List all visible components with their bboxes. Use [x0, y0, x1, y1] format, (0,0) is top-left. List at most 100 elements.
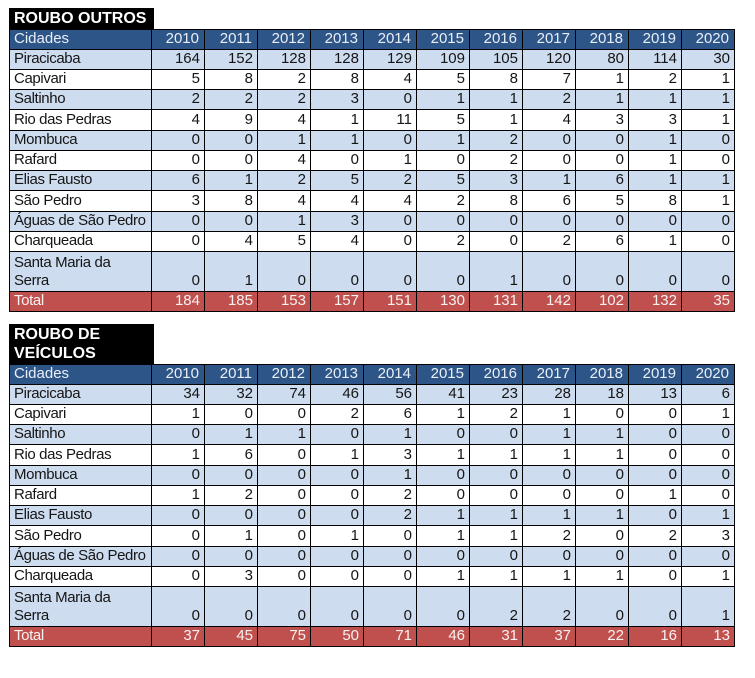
value-cell: 1 — [469, 566, 523, 587]
total-value-cell: 46 — [416, 626, 470, 647]
value-cell: 7 — [522, 69, 576, 90]
value-cell: 1 — [522, 170, 576, 191]
value-cell: 6 — [204, 444, 258, 466]
value-cell: 2 — [257, 69, 311, 90]
value-cell: 2 — [204, 485, 258, 506]
value-cell: 0 — [310, 150, 364, 171]
value-cell: 0 — [257, 465, 311, 486]
value-cell: 1 — [151, 485, 205, 506]
value-cell: 3 — [151, 190, 205, 212]
value-cell: 1 — [575, 505, 629, 526]
value-cell: 1 — [628, 170, 682, 191]
column-header-year-2015: 2015 — [416, 364, 470, 385]
value-cell: 1 — [522, 505, 576, 526]
value-cell: 0 — [310, 566, 364, 587]
value-cell: 105 — [469, 49, 523, 70]
value-cell: 0 — [257, 404, 311, 425]
value-cell: 13 — [628, 384, 682, 405]
value-cell: 0 — [628, 586, 682, 627]
total-value-cell: 151 — [363, 291, 417, 312]
total-value-cell: 131 — [469, 291, 523, 312]
value-cell: 1 — [522, 566, 576, 587]
value-cell: 0 — [681, 444, 735, 466]
value-cell: 1 — [416, 566, 470, 587]
value-cell: 1 — [310, 130, 364, 151]
column-header-year-2017: 2017 — [522, 29, 576, 50]
city-cell: Saltinho — [9, 424, 152, 445]
value-cell: 0 — [628, 465, 682, 486]
value-cell: 1 — [416, 89, 470, 110]
value-cell: 1 — [681, 404, 735, 425]
value-cell: 8 — [204, 69, 258, 90]
city-cell: São Pedro — [9, 190, 152, 212]
total-value-cell: 184 — [151, 291, 205, 312]
value-cell: 0 — [204, 546, 258, 567]
table-row: Piracicaba 34 32 74 46 56 41 23 28 18 13 6 — [9, 384, 735, 405]
header-row: Cidades 2010 2011 2012 2013 2014 2015 2016 2017 2… — [9, 364, 735, 385]
total-value-cell: 35 — [681, 291, 735, 312]
roubo-de-veiculos-table: Cidades 2010 2011 2012 2013 2014 2015 2016 2017 2… — [9, 364, 735, 647]
city-cell: Saltinho — [9, 89, 152, 110]
value-cell: 0 — [681, 150, 735, 171]
value-cell: 1 — [416, 404, 470, 425]
value-cell: 0 — [310, 505, 364, 526]
value-cell: 4 — [151, 109, 205, 131]
value-cell: 0 — [575, 485, 629, 506]
value-cell: 1 — [681, 586, 735, 627]
value-cell: 8 — [469, 190, 523, 212]
total-value-cell: 185 — [204, 291, 258, 312]
value-cell: 6 — [681, 384, 735, 405]
value-cell: 0 — [363, 546, 417, 567]
value-cell: 0 — [681, 251, 735, 292]
value-cell: 2 — [363, 505, 417, 526]
city-cell: Mombuca — [9, 130, 152, 151]
value-cell: 1 — [628, 89, 682, 110]
total-value-cell: 50 — [310, 626, 364, 647]
table-title-roubo-outros: ROUBO OUTROS — [9, 8, 154, 29]
value-cell: 0 — [681, 231, 735, 252]
value-cell: 0 — [469, 231, 523, 252]
table-row: São Pedro 3 8 4 4 4 2 8 6 5 8 1 — [9, 190, 735, 212]
value-cell: 0 — [151, 525, 205, 547]
value-cell: 0 — [151, 546, 205, 567]
city-cell: Piracicaba — [9, 384, 152, 405]
value-cell: 0 — [363, 525, 417, 547]
table-row: Mombuca 0 0 0 0 1 0 0 0 0 0 0 — [9, 465, 735, 486]
value-cell: 128 — [257, 49, 311, 70]
value-cell: 34 — [151, 384, 205, 405]
column-header-cidades: Cidades — [9, 29, 152, 50]
column-header-year-2013: 2013 — [310, 364, 364, 385]
total-label-cell: Total — [9, 626, 152, 647]
city-cell: Rafard — [9, 150, 152, 171]
value-cell: 1 — [257, 424, 311, 445]
value-cell: 0 — [416, 150, 470, 171]
value-cell: 41 — [416, 384, 470, 405]
value-cell: 0 — [681, 130, 735, 151]
value-cell: 2 — [522, 89, 576, 110]
value-cell: 0 — [204, 130, 258, 151]
total-value-cell: 75 — [257, 626, 311, 647]
value-cell: 1 — [416, 525, 470, 547]
table-block-roubo-de-veiculos: ROUBO DE VEÍCULOS Cidades 2010 2011 2012 201… — [9, 324, 736, 647]
value-cell: 1 — [575, 89, 629, 110]
value-cell: 0 — [204, 404, 258, 425]
table-row: Mombuca 0 0 1 1 0 1 2 0 0 1 0 — [9, 130, 735, 151]
value-cell: 11 — [363, 109, 417, 131]
value-cell: 2 — [628, 69, 682, 90]
value-cell: 1 — [681, 170, 735, 191]
value-cell: 0 — [363, 231, 417, 252]
value-cell: 0 — [575, 251, 629, 292]
value-cell: 1 — [575, 566, 629, 587]
value-cell: 0 — [204, 150, 258, 171]
value-cell: 2 — [310, 404, 364, 425]
table-row: Piracicaba 164 152 128 128 129 109 105 120 80 114 3… — [9, 49, 735, 70]
city-cell: Santa Maria da Serra — [9, 251, 152, 292]
value-cell: 5 — [257, 231, 311, 252]
value-cell: 3 — [204, 566, 258, 587]
value-cell: 1 — [469, 109, 523, 131]
value-cell: 0 — [416, 424, 470, 445]
value-cell: 129 — [363, 49, 417, 70]
value-cell: 0 — [151, 566, 205, 587]
value-cell: 1 — [469, 505, 523, 526]
value-cell: 0 — [204, 586, 258, 627]
